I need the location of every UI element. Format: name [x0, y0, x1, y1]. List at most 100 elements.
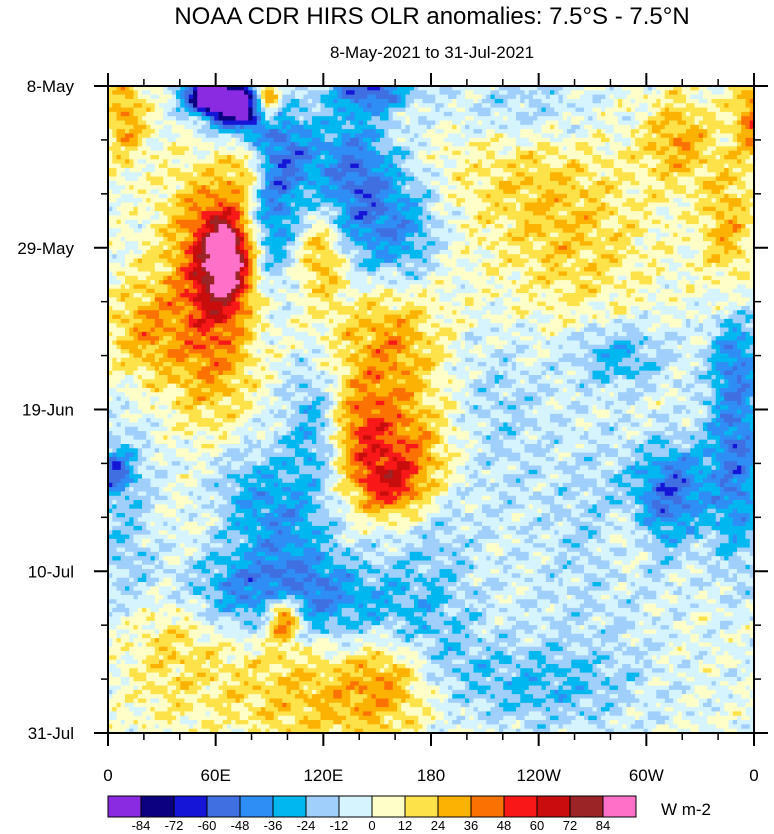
heatmap-cell	[146, 176, 152, 182]
heatmap-cell	[269, 206, 275, 212]
heatmap-cell	[541, 180, 547, 186]
heatmap-cell	[567, 133, 572, 139]
heatmap-cell	[201, 129, 207, 135]
heatmap-cell	[435, 159, 441, 165]
heatmap-cell	[669, 150, 674, 156]
heatmap-cell	[647, 86, 653, 91]
heatmap-cell	[499, 103, 504, 109]
heatmap-cell	[286, 124, 292, 130]
heatmap-cell	[337, 124, 343, 130]
heatmap-cell	[673, 124, 679, 130]
heatmap-cell	[737, 206, 742, 212]
heatmap-cell	[201, 86, 207, 91]
heatmap-cell	[686, 172, 691, 178]
heatmap-cell	[469, 116, 475, 122]
heatmap-cell	[129, 142, 135, 147]
heatmap-cell	[681, 198, 687, 204]
heatmap-cell	[371, 172, 377, 178]
heatmap-cell	[456, 167, 462, 173]
heatmap-cell	[303, 219, 309, 225]
heatmap-cell	[252, 150, 258, 156]
heatmap-cell	[443, 224, 449, 229]
heatmap-cell	[150, 129, 156, 135]
heatmap-cell	[112, 211, 118, 216]
heatmap-cell	[707, 185, 713, 191]
heatmap-cell	[214, 116, 220, 122]
heatmap-cell	[363, 94, 368, 100]
heatmap-cell	[694, 94, 700, 100]
heatmap-cell	[205, 120, 211, 126]
heatmap-cell	[567, 167, 572, 173]
heatmap-cell	[647, 133, 653, 139]
heatmap-cell	[469, 198, 475, 204]
heatmap-cell	[299, 142, 305, 147]
heatmap-cell	[431, 185, 436, 191]
heatmap-cell	[533, 193, 538, 199]
heatmap-cell	[647, 137, 653, 143]
heatmap-cell	[686, 202, 691, 208]
heatmap-cell	[554, 129, 560, 135]
heatmap-cell	[686, 176, 691, 182]
heatmap-cell	[588, 215, 594, 221]
heatmap-cell	[643, 193, 649, 199]
heatmap-cell	[414, 137, 419, 143]
heatmap-cell	[193, 137, 198, 143]
heatmap-cell	[418, 172, 424, 178]
heatmap-cell	[397, 163, 402, 169]
heatmap-cell	[180, 111, 186, 117]
heatmap-cell	[125, 224, 130, 229]
heatmap-cell	[256, 159, 262, 165]
heatmap-cell	[299, 180, 305, 186]
heatmap-cell	[176, 198, 181, 204]
heatmap-cell	[703, 103, 708, 109]
heatmap-cell	[711, 107, 717, 113]
heatmap-cell	[431, 133, 436, 139]
heatmap-cell	[397, 116, 402, 122]
heatmap-cell	[605, 224, 611, 229]
heatmap-cell	[214, 90, 220, 96]
heatmap-cell	[596, 163, 602, 169]
heatmap-cell	[252, 124, 258, 130]
heatmap-cell	[299, 146, 305, 152]
heatmap-cell	[312, 155, 317, 160]
heatmap-cell	[133, 185, 139, 191]
heatmap-cell	[686, 155, 691, 160]
heatmap-cell	[346, 224, 351, 229]
heatmap-cell	[694, 124, 700, 130]
heatmap-cell	[660, 90, 666, 96]
heatmap-cell	[618, 129, 623, 135]
heatmap-cell	[414, 176, 419, 182]
heatmap-cell	[116, 155, 122, 160]
heatmap-cell	[605, 189, 611, 195]
heatmap-cell	[320, 137, 326, 143]
heatmap-cell	[371, 94, 377, 100]
heatmap-cell	[558, 116, 564, 122]
heatmap-cell	[176, 180, 181, 186]
heatmap-cell	[337, 116, 343, 122]
heatmap-cell	[503, 189, 509, 195]
heatmap-cell	[307, 211, 313, 216]
heatmap-cell	[571, 159, 577, 165]
heatmap-cell	[550, 198, 555, 204]
heatmap-cell	[316, 129, 322, 135]
heatmap-cell	[431, 211, 436, 216]
heatmap-cell	[681, 150, 687, 156]
heatmap-cell	[188, 189, 194, 195]
heatmap-cell	[541, 150, 547, 156]
heatmap-cell	[388, 129, 394, 135]
heatmap-cell	[673, 90, 679, 96]
heatmap-cell	[541, 146, 547, 152]
heatmap-cell	[125, 150, 130, 156]
heatmap-cell	[643, 120, 649, 126]
heatmap-cell	[414, 86, 419, 91]
heatmap-cell	[448, 107, 453, 113]
heatmap-cell	[180, 193, 186, 199]
heatmap-cell	[282, 107, 288, 113]
heatmap-cell	[537, 159, 543, 165]
heatmap-cell	[618, 159, 623, 165]
heatmap-cell	[550, 224, 555, 229]
heatmap-cell	[350, 103, 356, 109]
heatmap-cell	[626, 116, 632, 122]
heatmap-cell	[286, 167, 292, 173]
heatmap-cell	[579, 146, 585, 152]
